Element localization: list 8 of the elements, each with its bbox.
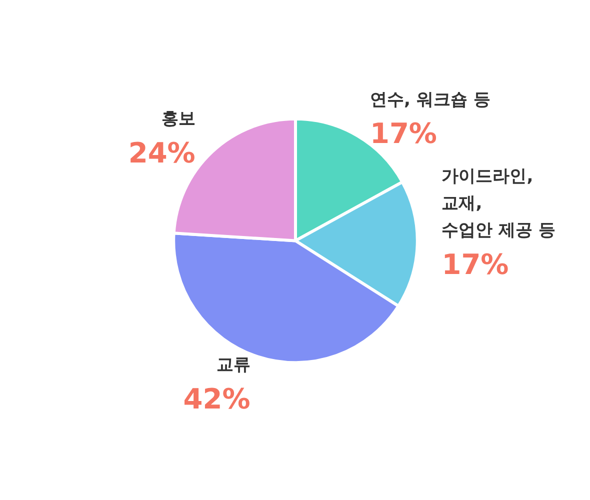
slice-label: 홍보 xyxy=(161,109,196,130)
data-label: 17% xyxy=(442,248,509,281)
data-label: 17% xyxy=(370,117,437,150)
data-label: 42% xyxy=(183,382,250,416)
slice-label: 가이드라인, 교재, 수업안 제공 등 xyxy=(442,166,556,240)
slice-label: 연수, 워크숍 등 xyxy=(370,90,490,110)
slice-label: 교류 xyxy=(216,355,250,376)
data-label: 24% xyxy=(128,136,196,170)
